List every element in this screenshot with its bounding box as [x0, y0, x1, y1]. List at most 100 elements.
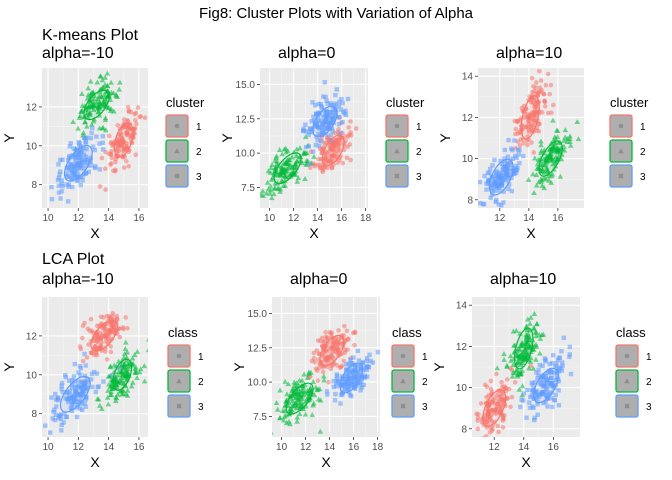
- data-point-circle: [133, 110, 139, 116]
- data-point-square: [58, 412, 64, 417]
- data-point-square: [67, 389, 73, 394]
- data-point-square: [344, 373, 349, 379]
- data-point-triangle: [315, 396, 322, 402]
- cluster-ellipse-3: [312, 105, 338, 138]
- series-2: [94, 337, 148, 412]
- data-point-triangle: [70, 118, 76, 124]
- data-point-square: [81, 135, 87, 140]
- data-point-triangle: [146, 337, 148, 342]
- data-point-triangle: [272, 431, 274, 435]
- data-point-square: [322, 80, 327, 85]
- data-point-triangle: [518, 343, 524, 349]
- legend-key-triangle-icon: [174, 148, 180, 154]
- data-point-triangle: [274, 406, 281, 412]
- data-point-circle: [487, 430, 493, 435]
- data-point-circle: [547, 91, 552, 97]
- data-point-square: [364, 364, 370, 369]
- data-point-square: [552, 385, 557, 391]
- data-point-circle: [78, 346, 84, 352]
- data-point-square: [59, 422, 64, 428]
- data-point-circle: [492, 408, 498, 413]
- data-point-square: [79, 401, 84, 406]
- data-point-square: [544, 380, 549, 386]
- data-point-triangle: [283, 420, 290, 426]
- data-point-square: [342, 387, 348, 392]
- data-point-triangle: [87, 109, 93, 115]
- data-point-triangle: [533, 321, 540, 327]
- data-point-triangle: [543, 153, 550, 159]
- data-point-circle: [329, 165, 335, 171]
- data-point-square: [77, 158, 83, 163]
- data-point-square: [75, 392, 81, 397]
- data-point-square: [518, 404, 523, 410]
- data-point-triangle: [91, 92, 98, 98]
- data-point-triangle: [279, 151, 285, 157]
- data-point-circle: [486, 402, 492, 408]
- points-layer: [43, 310, 148, 435]
- data-point-square: [527, 400, 532, 405]
- data-point-square: [318, 101, 324, 107]
- data-point-triangle: [511, 356, 517, 362]
- data-point-triangle: [263, 190, 270, 196]
- data-point-circle: [514, 119, 520, 125]
- data-point-triangle: [525, 316, 531, 322]
- data-point-square: [544, 377, 550, 383]
- data-point-circle: [504, 386, 509, 391]
- data-point-circle: [126, 123, 131, 129]
- data-point-triangle: [282, 182, 289, 188]
- data-point-square: [89, 130, 94, 136]
- data-point-square: [78, 154, 83, 160]
- data-point-square: [56, 162, 61, 167]
- data-point-triangle: [99, 94, 105, 100]
- data-point-square: [334, 87, 339, 92]
- panel-subtitle: alpha=-10: [42, 271, 114, 288]
- data-point-square: [534, 395, 539, 400]
- data-point-square: [80, 178, 85, 183]
- data-point-square: [368, 358, 373, 364]
- data-point-square: [351, 374, 356, 379]
- data-point-triangle: [501, 351, 507, 357]
- data-point-square: [53, 412, 59, 417]
- data-point-square: [325, 392, 330, 397]
- data-point-circle: [107, 314, 112, 319]
- data-point-circle: [311, 356, 317, 361]
- data-point-circle: [112, 169, 118, 174]
- data-point-square: [538, 392, 544, 397]
- data-point-triangle: [531, 155, 538, 161]
- data-point-triangle: [271, 191, 277, 197]
- legend-key-circle-icon: [618, 123, 624, 129]
- legend-title: cluster: [386, 95, 425, 110]
- data-point-circle: [526, 118, 531, 124]
- data-point-triangle: [124, 392, 131, 398]
- data-point-square: [496, 182, 502, 188]
- data-point-triangle: [104, 394, 111, 400]
- data-point-triangle: [105, 387, 111, 393]
- cluster-ellipse-1: [321, 134, 345, 167]
- data-point-square: [56, 190, 62, 195]
- data-point-square: [69, 184, 75, 190]
- data-point-triangle: [552, 159, 559, 165]
- data-point-triangle: [528, 355, 534, 361]
- data-point-square: [49, 184, 54, 190]
- data-point-square: [100, 134, 106, 139]
- data-point-circle: [337, 365, 343, 370]
- data-point-square: [353, 363, 358, 368]
- data-point-triangle: [537, 335, 544, 341]
- data-point-square: [343, 112, 349, 118]
- data-point-triangle: [310, 402, 316, 408]
- data-point-square: [334, 380, 339, 386]
- legend: class 1 2 3: [167, 325, 204, 418]
- data-point-circle: [509, 394, 515, 400]
- data-point-triangle: [132, 369, 139, 375]
- data-point-square: [535, 376, 540, 381]
- data-point-square: [69, 378, 75, 383]
- data-point-circle: [126, 163, 132, 169]
- data-point-triangle: [91, 103, 97, 109]
- data-point-circle: [496, 429, 501, 435]
- data-point-square: [306, 132, 311, 138]
- data-point-circle: [101, 315, 106, 320]
- data-point-square: [59, 189, 65, 194]
- data-point-triangle: [517, 346, 523, 352]
